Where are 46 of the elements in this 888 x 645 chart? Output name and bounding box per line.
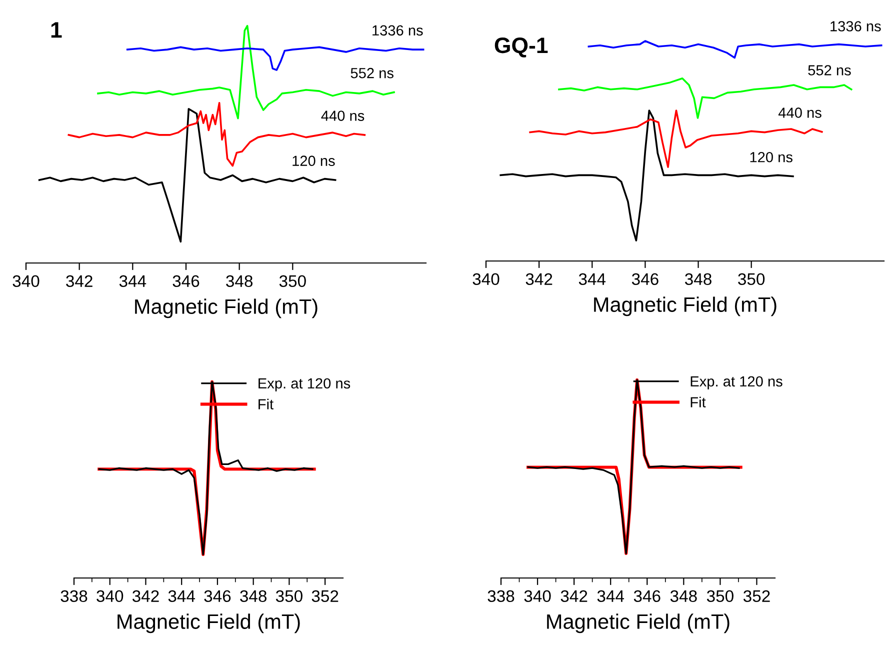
x-tick-label: 340 xyxy=(524,590,551,602)
x-tick-label: 344 xyxy=(597,590,624,602)
x-tick-label: 348 xyxy=(685,273,712,286)
series-label: 1336 ns xyxy=(830,21,881,32)
legend-label: Fit xyxy=(258,398,274,410)
legend-label: Exp. at 120 ns xyxy=(690,376,782,390)
chart-title: GQ-1 xyxy=(494,38,548,58)
x-tick-label: 348 xyxy=(226,275,253,288)
x-axis-title: Magnetic Field (mT) xyxy=(118,614,300,634)
series-label: 1336 ns xyxy=(372,25,423,36)
x-tick-label: 342 xyxy=(66,275,92,288)
x-tick-label: 352 xyxy=(743,590,770,602)
x-tick-label: 346 xyxy=(632,273,658,286)
x-tick-label: 340 xyxy=(96,590,124,602)
x-tick-label: 350 xyxy=(276,590,302,602)
x-tick-label: 340 xyxy=(12,275,40,288)
x-tick-label: 348 xyxy=(670,590,697,602)
legend-label: Exp. at 120 ns xyxy=(258,378,350,392)
series-label: 552 ns xyxy=(808,65,851,76)
series-label: 120 ns xyxy=(750,152,792,162)
x-tick-label: 342 xyxy=(526,273,552,286)
x-tick-label: 350 xyxy=(738,273,765,286)
x-tick-label: 340 xyxy=(472,273,500,286)
x-tick-label: 342 xyxy=(132,590,159,602)
x-tick-label: 346 xyxy=(172,275,200,288)
x-tick-label: 350 xyxy=(706,590,734,602)
x-axis-title: Magnetic Field (mT) xyxy=(547,614,730,634)
series-label: 440 ns xyxy=(321,110,364,121)
series-label: 120 ns xyxy=(292,156,335,166)
series-label: 552 ns xyxy=(350,68,394,78)
x-axis-title: Magnetic Field (mT) xyxy=(135,298,318,318)
x-tick-label: 344 xyxy=(119,275,146,288)
x-tick-label: 346 xyxy=(634,590,660,602)
x-axis-title: Magnetic Field (mT) xyxy=(594,296,776,316)
series-label: 440 ns xyxy=(778,108,822,118)
x-tick-label: 338 xyxy=(60,590,88,602)
x-tick-label: 352 xyxy=(312,590,338,602)
legend-label: Fit xyxy=(690,396,706,408)
chart-title: 1 xyxy=(51,22,62,38)
x-tick-label: 350 xyxy=(279,275,306,288)
x-tick-label: 348 xyxy=(240,590,267,602)
x-tick-label: 338 xyxy=(488,590,514,602)
x-tick-label: 344 xyxy=(578,273,606,286)
x-tick-label: 344 xyxy=(168,590,196,602)
x-tick-label: 346 xyxy=(204,590,231,602)
x-tick-label: 342 xyxy=(560,590,588,602)
